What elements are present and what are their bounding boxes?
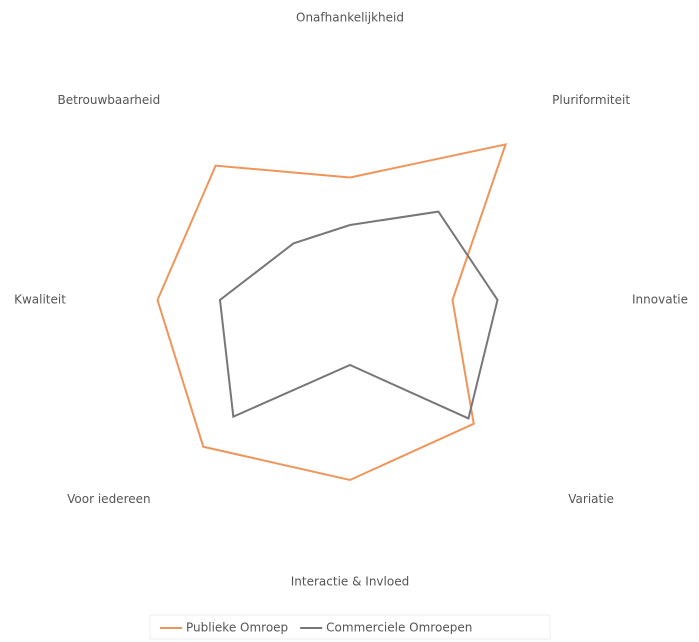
series-line — [156, 143, 508, 482]
axis-label: Onafhankelijkheid — [296, 11, 404, 25]
axis-label: Voor iedereen — [67, 492, 150, 506]
legend-label: Publieke Omroep — [186, 621, 288, 635]
legend-box — [149, 614, 551, 640]
legend-label: Commerciele Omroepen — [326, 621, 472, 635]
axis-label: Kwaliteit — [14, 293, 66, 307]
axis-label: Interactie & Invloed — [291, 575, 409, 589]
axis-label: Innovatie — [632, 293, 688, 307]
series-line — [218, 210, 499, 420]
axis-label: Variatie — [568, 492, 614, 506]
axis-label: Betrouwbaarheid — [58, 93, 161, 107]
axis-label: Pluriformiteit — [552, 93, 630, 107]
